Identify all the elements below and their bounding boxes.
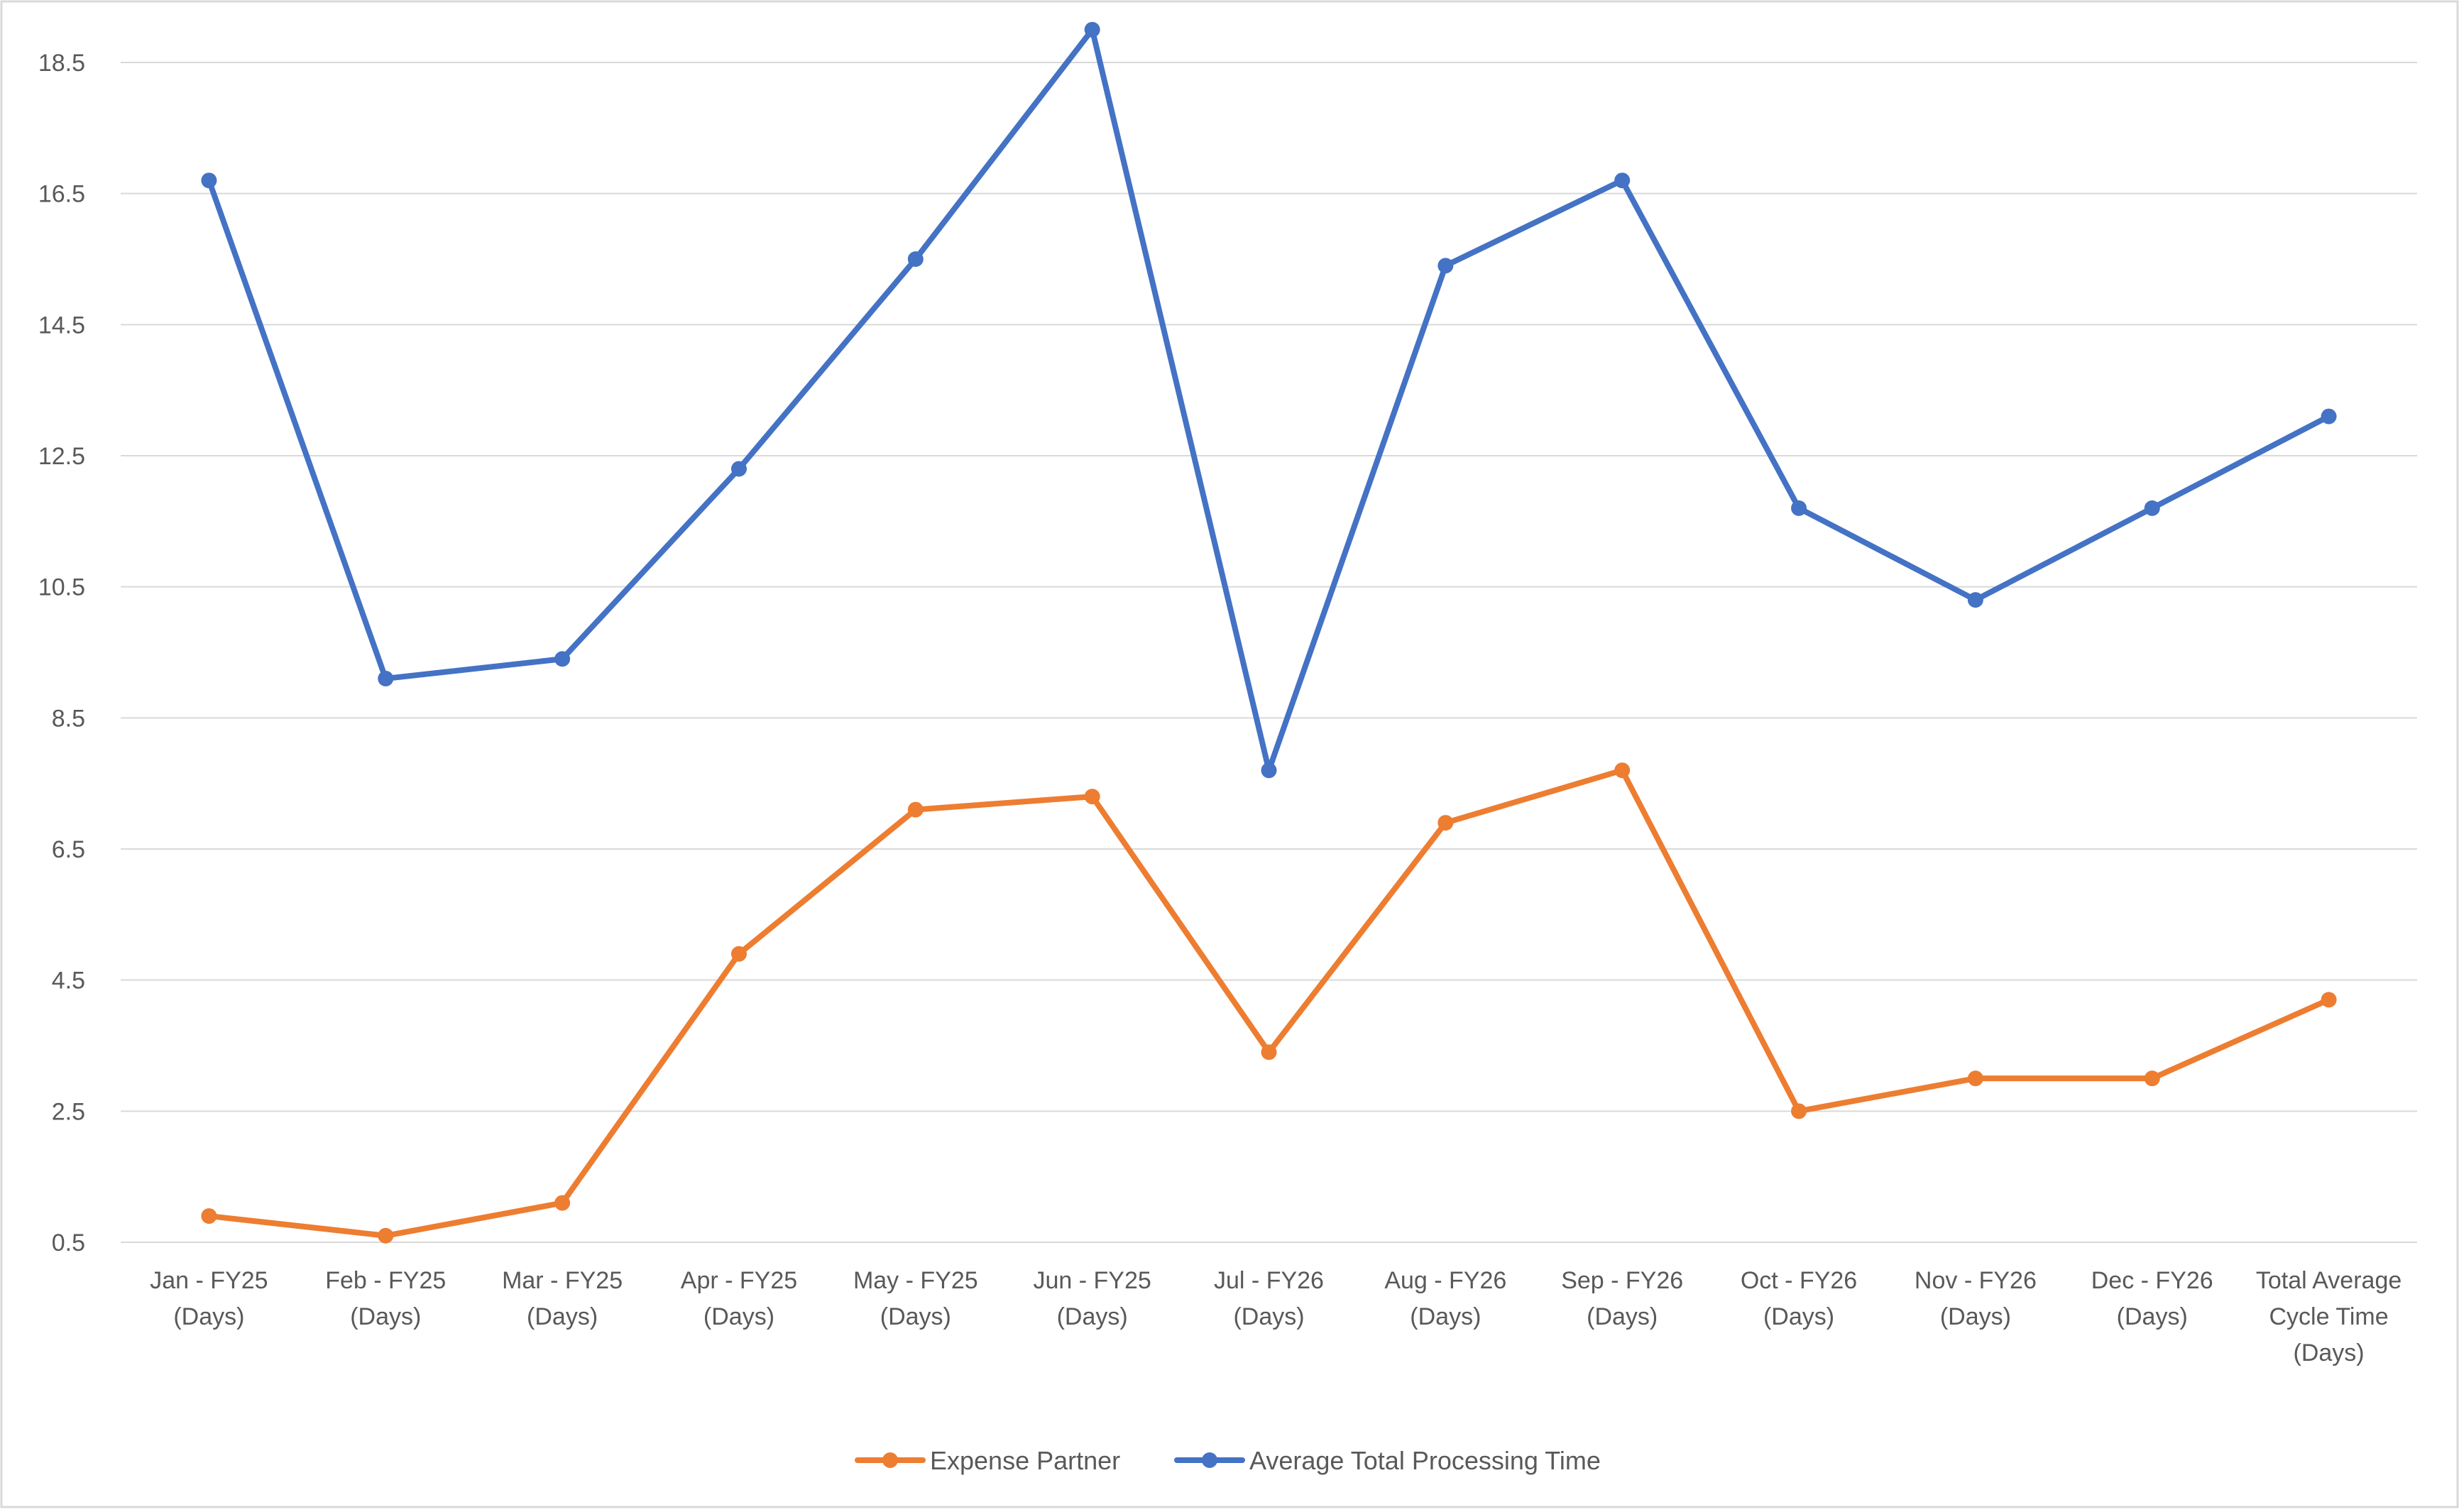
y-tick-label: 12.5 bbox=[38, 443, 85, 470]
x-category-label: Total Average Cycle Time (Days) bbox=[2256, 1267, 2402, 1366]
series-layer bbox=[201, 21, 2337, 1244]
data-point bbox=[201, 172, 217, 189]
data-point bbox=[907, 801, 924, 818]
x-category-label-line: (Days) bbox=[350, 1303, 421, 1330]
data-point bbox=[1614, 762, 1631, 779]
data-point bbox=[2321, 992, 2337, 1008]
x-category-label: Mar - FY25 (Days) bbox=[502, 1267, 623, 1330]
data-point bbox=[378, 670, 394, 686]
x-category-label-line: May - FY25 bbox=[853, 1267, 978, 1294]
x-category-label: Aug - FY26 (Days) bbox=[1384, 1267, 1506, 1330]
legend-item: Average Total Processing Time bbox=[1174, 1446, 1601, 1475]
data-point bbox=[554, 1195, 571, 1211]
data-point bbox=[2144, 500, 2160, 516]
x-category-label: Dec - FY26 (Days) bbox=[2091, 1267, 2213, 1330]
data-point bbox=[2321, 408, 2337, 424]
y-tick-label: 16.5 bbox=[38, 181, 85, 208]
x-category-label-line: Aug - FY26 bbox=[1384, 1267, 1506, 1294]
x-category-label-line: Cycle Time bbox=[2269, 1303, 2389, 1330]
x-category-label-line: (Days) bbox=[527, 1303, 598, 1330]
legend-swatch-marker bbox=[882, 1452, 898, 1468]
x-axis-category-labels: Jan - FY25 (Days)Feb - FY25 (Days)Mar - FY… bbox=[150, 1267, 2402, 1366]
legend-label: Average Total Processing Time bbox=[1249, 1446, 1601, 1475]
x-category-label-line: Mar - FY25 bbox=[502, 1267, 623, 1294]
x-category-label-line: (Days) bbox=[1410, 1303, 1481, 1330]
data-point bbox=[2144, 1070, 2160, 1087]
y-tick-label: 2.5 bbox=[52, 1098, 85, 1125]
gridlines bbox=[121, 62, 2417, 1243]
x-category-label-line: Nov - FY26 bbox=[1915, 1267, 2037, 1294]
y-tick-label: 18.5 bbox=[38, 50, 85, 77]
x-category-label: Sep - FY26 (Days) bbox=[1561, 1267, 1683, 1330]
x-category-label: Oct - FY26 (Days) bbox=[1741, 1267, 1857, 1330]
x-category-label-line: Jan - FY25 bbox=[150, 1267, 268, 1294]
data-point bbox=[1261, 1044, 1277, 1061]
data-point bbox=[1437, 258, 1454, 274]
y-tick-label: 4.5 bbox=[52, 968, 85, 995]
x-category-label-line: Jul - FY26 bbox=[1214, 1267, 1324, 1294]
x-category-label-line: (Days) bbox=[1587, 1303, 1658, 1330]
data-point bbox=[1967, 1070, 1983, 1087]
y-tick-label: 0.5 bbox=[52, 1229, 85, 1256]
x-category-label-line: (Days) bbox=[880, 1303, 951, 1330]
x-category-label-line: Oct - FY26 bbox=[1741, 1267, 1857, 1294]
series-expense-partner bbox=[201, 762, 2337, 1244]
data-point bbox=[730, 461, 747, 477]
data-point bbox=[378, 1227, 394, 1244]
x-category-label-line: (Days) bbox=[1940, 1303, 2011, 1330]
legend-swatch-marker bbox=[1202, 1452, 1217, 1468]
series-average-total-processing-time bbox=[201, 21, 2337, 779]
x-category-label: Jun - FY25 (Days) bbox=[1033, 1267, 1151, 1330]
x-category-label: Jan - FY25 (Days) bbox=[150, 1267, 268, 1330]
y-tick-label: 14.5 bbox=[38, 312, 85, 339]
x-category-label: Feb - FY25 (Days) bbox=[325, 1267, 446, 1330]
data-point bbox=[730, 946, 747, 962]
x-category-label-line: Dec - FY26 bbox=[2091, 1267, 2213, 1294]
data-point bbox=[1084, 21, 1100, 38]
legend: Expense Partner Average Total Processing … bbox=[855, 1446, 1601, 1475]
x-category-label-line: Total Average bbox=[2256, 1267, 2402, 1294]
data-point bbox=[201, 1208, 217, 1225]
data-point bbox=[1084, 789, 1100, 805]
data-point bbox=[1791, 500, 1807, 516]
data-point bbox=[1614, 172, 1631, 189]
x-category-label-line: (Days) bbox=[173, 1303, 244, 1330]
data-point bbox=[907, 251, 924, 267]
data-point bbox=[1437, 815, 1454, 831]
y-tick-label: 8.5 bbox=[52, 705, 85, 732]
x-category-label: Apr - FY25 (Days) bbox=[681, 1267, 797, 1330]
legend-label: Expense Partner bbox=[930, 1446, 1120, 1475]
x-category-label: May - FY25 (Days) bbox=[853, 1267, 978, 1330]
legend-item: Expense Partner bbox=[855, 1446, 1120, 1475]
x-category-label-line: (Days) bbox=[1763, 1303, 1834, 1330]
y-tick-label: 6.5 bbox=[52, 836, 85, 863]
x-category-label-line: (Days) bbox=[703, 1303, 774, 1330]
data-point bbox=[1791, 1103, 1807, 1119]
y-axis-tick-labels: 0.5 2.5 4.5 6.5 8.5 10.5 12.5 14.5 16.5 18.5 bbox=[38, 50, 85, 1256]
series-line bbox=[206, 767, 2332, 1239]
data-point bbox=[1261, 762, 1277, 779]
data-point bbox=[554, 651, 571, 667]
y-tick-label: 10.5 bbox=[38, 574, 85, 601]
x-category-label-line: (Days) bbox=[2294, 1340, 2365, 1366]
x-category-label-line: Feb - FY25 bbox=[325, 1267, 446, 1294]
x-category-label-line: (Days) bbox=[2117, 1303, 2188, 1330]
data-point bbox=[1967, 592, 1983, 608]
x-category-label-line: (Days) bbox=[1233, 1303, 1304, 1330]
x-category-label: Nov - FY26 (Days) bbox=[1915, 1267, 2037, 1330]
x-category-label-line: Apr - FY25 bbox=[681, 1267, 797, 1294]
x-category-label-line: Sep - FY26 bbox=[1561, 1267, 1683, 1294]
series-line bbox=[206, 26, 2332, 774]
x-category-label-line: Jun - FY25 bbox=[1033, 1267, 1151, 1294]
x-category-label-line: (Days) bbox=[1057, 1303, 1128, 1330]
x-category-label: Jul - FY26 (Days) bbox=[1214, 1267, 1324, 1330]
